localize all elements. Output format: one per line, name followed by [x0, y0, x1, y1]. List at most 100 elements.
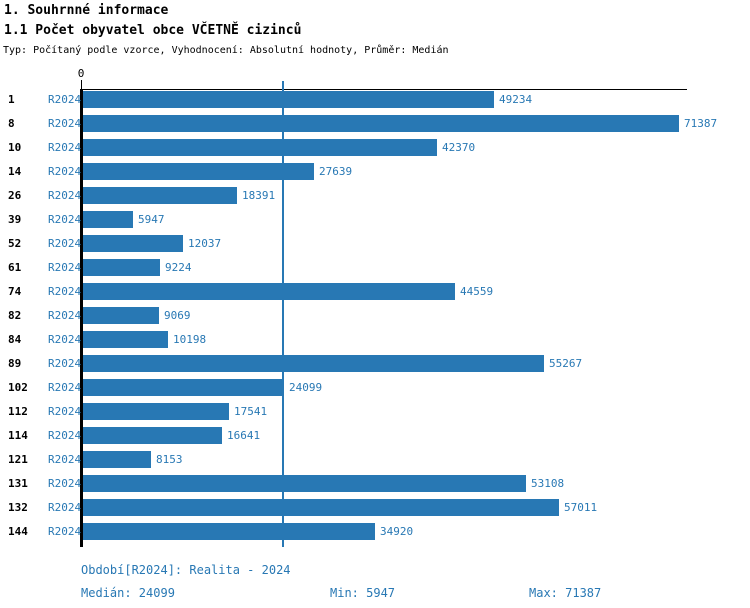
- row-series-label: R2024: [48, 213, 82, 226]
- row-category-label: 121: [8, 453, 28, 466]
- bar: [83, 115, 679, 132]
- bar: [83, 331, 168, 348]
- row-category-label: 82: [8, 309, 22, 322]
- chart-row: 121 R2024 8153: [0, 451, 750, 468]
- row-category-label: 26: [8, 189, 22, 202]
- bar-value-label: 42370: [442, 141, 476, 154]
- bar-value-label: 8153: [156, 453, 183, 466]
- row-category-label: 112: [8, 405, 28, 418]
- row-category-label: 8: [8, 117, 15, 130]
- chart-row: 8 R2024 71387: [0, 115, 750, 132]
- row-category-label: 1: [8, 93, 15, 106]
- bar: [83, 427, 222, 444]
- chart-row: 89 R2024 55267: [0, 355, 750, 372]
- row-series-label: R2024: [48, 477, 82, 490]
- bar: [83, 403, 229, 420]
- row-series-label: R2024: [48, 117, 82, 130]
- row-category-label: 10: [8, 141, 22, 154]
- chart-row: 52 R2024 12037: [0, 235, 750, 252]
- row-series-label: R2024: [48, 525, 82, 538]
- row-series-label: R2024: [48, 429, 82, 442]
- row-category-label: 132: [8, 501, 28, 514]
- row-series-label: R2024: [48, 405, 82, 418]
- bar-value-label: 9224: [165, 261, 192, 274]
- bar-value-label: 16641: [227, 429, 261, 442]
- axis-zero-tick: [81, 80, 82, 89]
- row-series-label: R2024: [48, 309, 82, 322]
- bar: [83, 259, 160, 276]
- row-series-label: R2024: [48, 237, 82, 250]
- axis-left-line: [80, 89, 83, 547]
- bar-value-label: 27639: [319, 165, 353, 178]
- chart-row: 74 R2024 44559: [0, 283, 750, 300]
- row-series-label: R2024: [48, 357, 82, 370]
- chart-row: 131 R2024 53108: [0, 475, 750, 492]
- report-title: 1. Souhrnné informace: [4, 3, 169, 18]
- bar-value-label: 24099: [289, 381, 323, 394]
- chart-row: 39 R2024 5947: [0, 211, 750, 228]
- bar: [83, 379, 284, 396]
- footer-max: Max: 71387: [529, 586, 602, 600]
- axis-top-line: [80, 89, 687, 90]
- chart-subtitle: Typ: Počítaný podle vzorce, Vyhodnocení:…: [3, 45, 449, 56]
- bar-value-label: 10198: [173, 333, 207, 346]
- chart-row: 26 R2024 18391: [0, 187, 750, 204]
- row-series-label: R2024: [48, 453, 82, 466]
- bar-value-label: 44559: [460, 285, 494, 298]
- row-category-label: 131: [8, 477, 28, 490]
- chart-row: 10 R2024 42370: [0, 139, 750, 156]
- chart-row: 1 R2024 49234: [0, 91, 750, 108]
- chart-title: 1.1 Počet obyvatel obce VČETNĚ cizinců: [4, 23, 302, 38]
- bar-value-label: 49234: [499, 93, 533, 106]
- bar-value-label: 9069: [164, 309, 191, 322]
- chart-row: 112 R2024 17541: [0, 403, 750, 420]
- bar: [83, 475, 526, 492]
- row-series-label: R2024: [48, 333, 82, 346]
- row-series-label: R2024: [48, 261, 82, 274]
- row-category-label: 144: [8, 525, 28, 538]
- chart-row: 132 R2024 57011: [0, 499, 750, 516]
- bar-value-label: 57011: [564, 501, 598, 514]
- bar-value-label: 71387: [684, 117, 718, 130]
- bar: [83, 139, 437, 156]
- bar: [83, 307, 159, 324]
- row-category-label: 84: [8, 333, 22, 346]
- row-category-label: 39: [8, 213, 22, 226]
- row-category-label: 74: [8, 285, 22, 298]
- bar-value-label: 34920: [380, 525, 414, 538]
- row-series-label: R2024: [48, 141, 82, 154]
- footer-median: Medián: 24099: [81, 586, 175, 600]
- bar: [83, 283, 455, 300]
- bar-value-label: 17541: [234, 405, 268, 418]
- footer-period: Období[R2024]: Realita - 2024: [81, 563, 291, 577]
- bar-value-label: 18391: [242, 189, 276, 202]
- bar: [83, 451, 151, 468]
- bar-value-label: 12037: [188, 237, 222, 250]
- row-series-label: R2024: [48, 501, 82, 514]
- chart-row: 61 R2024 9224: [0, 259, 750, 276]
- row-category-label: 89: [8, 357, 22, 370]
- row-series-label: R2024: [48, 93, 82, 106]
- bar: [83, 235, 183, 252]
- median-reference-line: [282, 81, 284, 547]
- axis-zero-label: 0: [77, 67, 85, 80]
- bar: [83, 211, 133, 228]
- chart-row: 84 R2024 10198: [0, 331, 750, 348]
- row-series-label: R2024: [48, 165, 82, 178]
- chart-row: 14 R2024 27639: [0, 163, 750, 180]
- chart-row: 144 R2024 34920: [0, 523, 750, 540]
- row-series-label: R2024: [48, 285, 82, 298]
- row-category-label: 14: [8, 165, 22, 178]
- bar: [83, 163, 314, 180]
- bar-value-label: 5947: [138, 213, 165, 226]
- row-category-label: 52: [8, 237, 22, 250]
- bar: [83, 499, 559, 516]
- chart-row: 82 R2024 9069: [0, 307, 750, 324]
- bar: [83, 355, 544, 372]
- row-series-label: R2024: [48, 381, 82, 394]
- bar: [83, 91, 494, 108]
- row-category-label: 102: [8, 381, 28, 394]
- bar-value-label: 53108: [531, 477, 565, 490]
- chart-row: 114 R2024 16641: [0, 427, 750, 444]
